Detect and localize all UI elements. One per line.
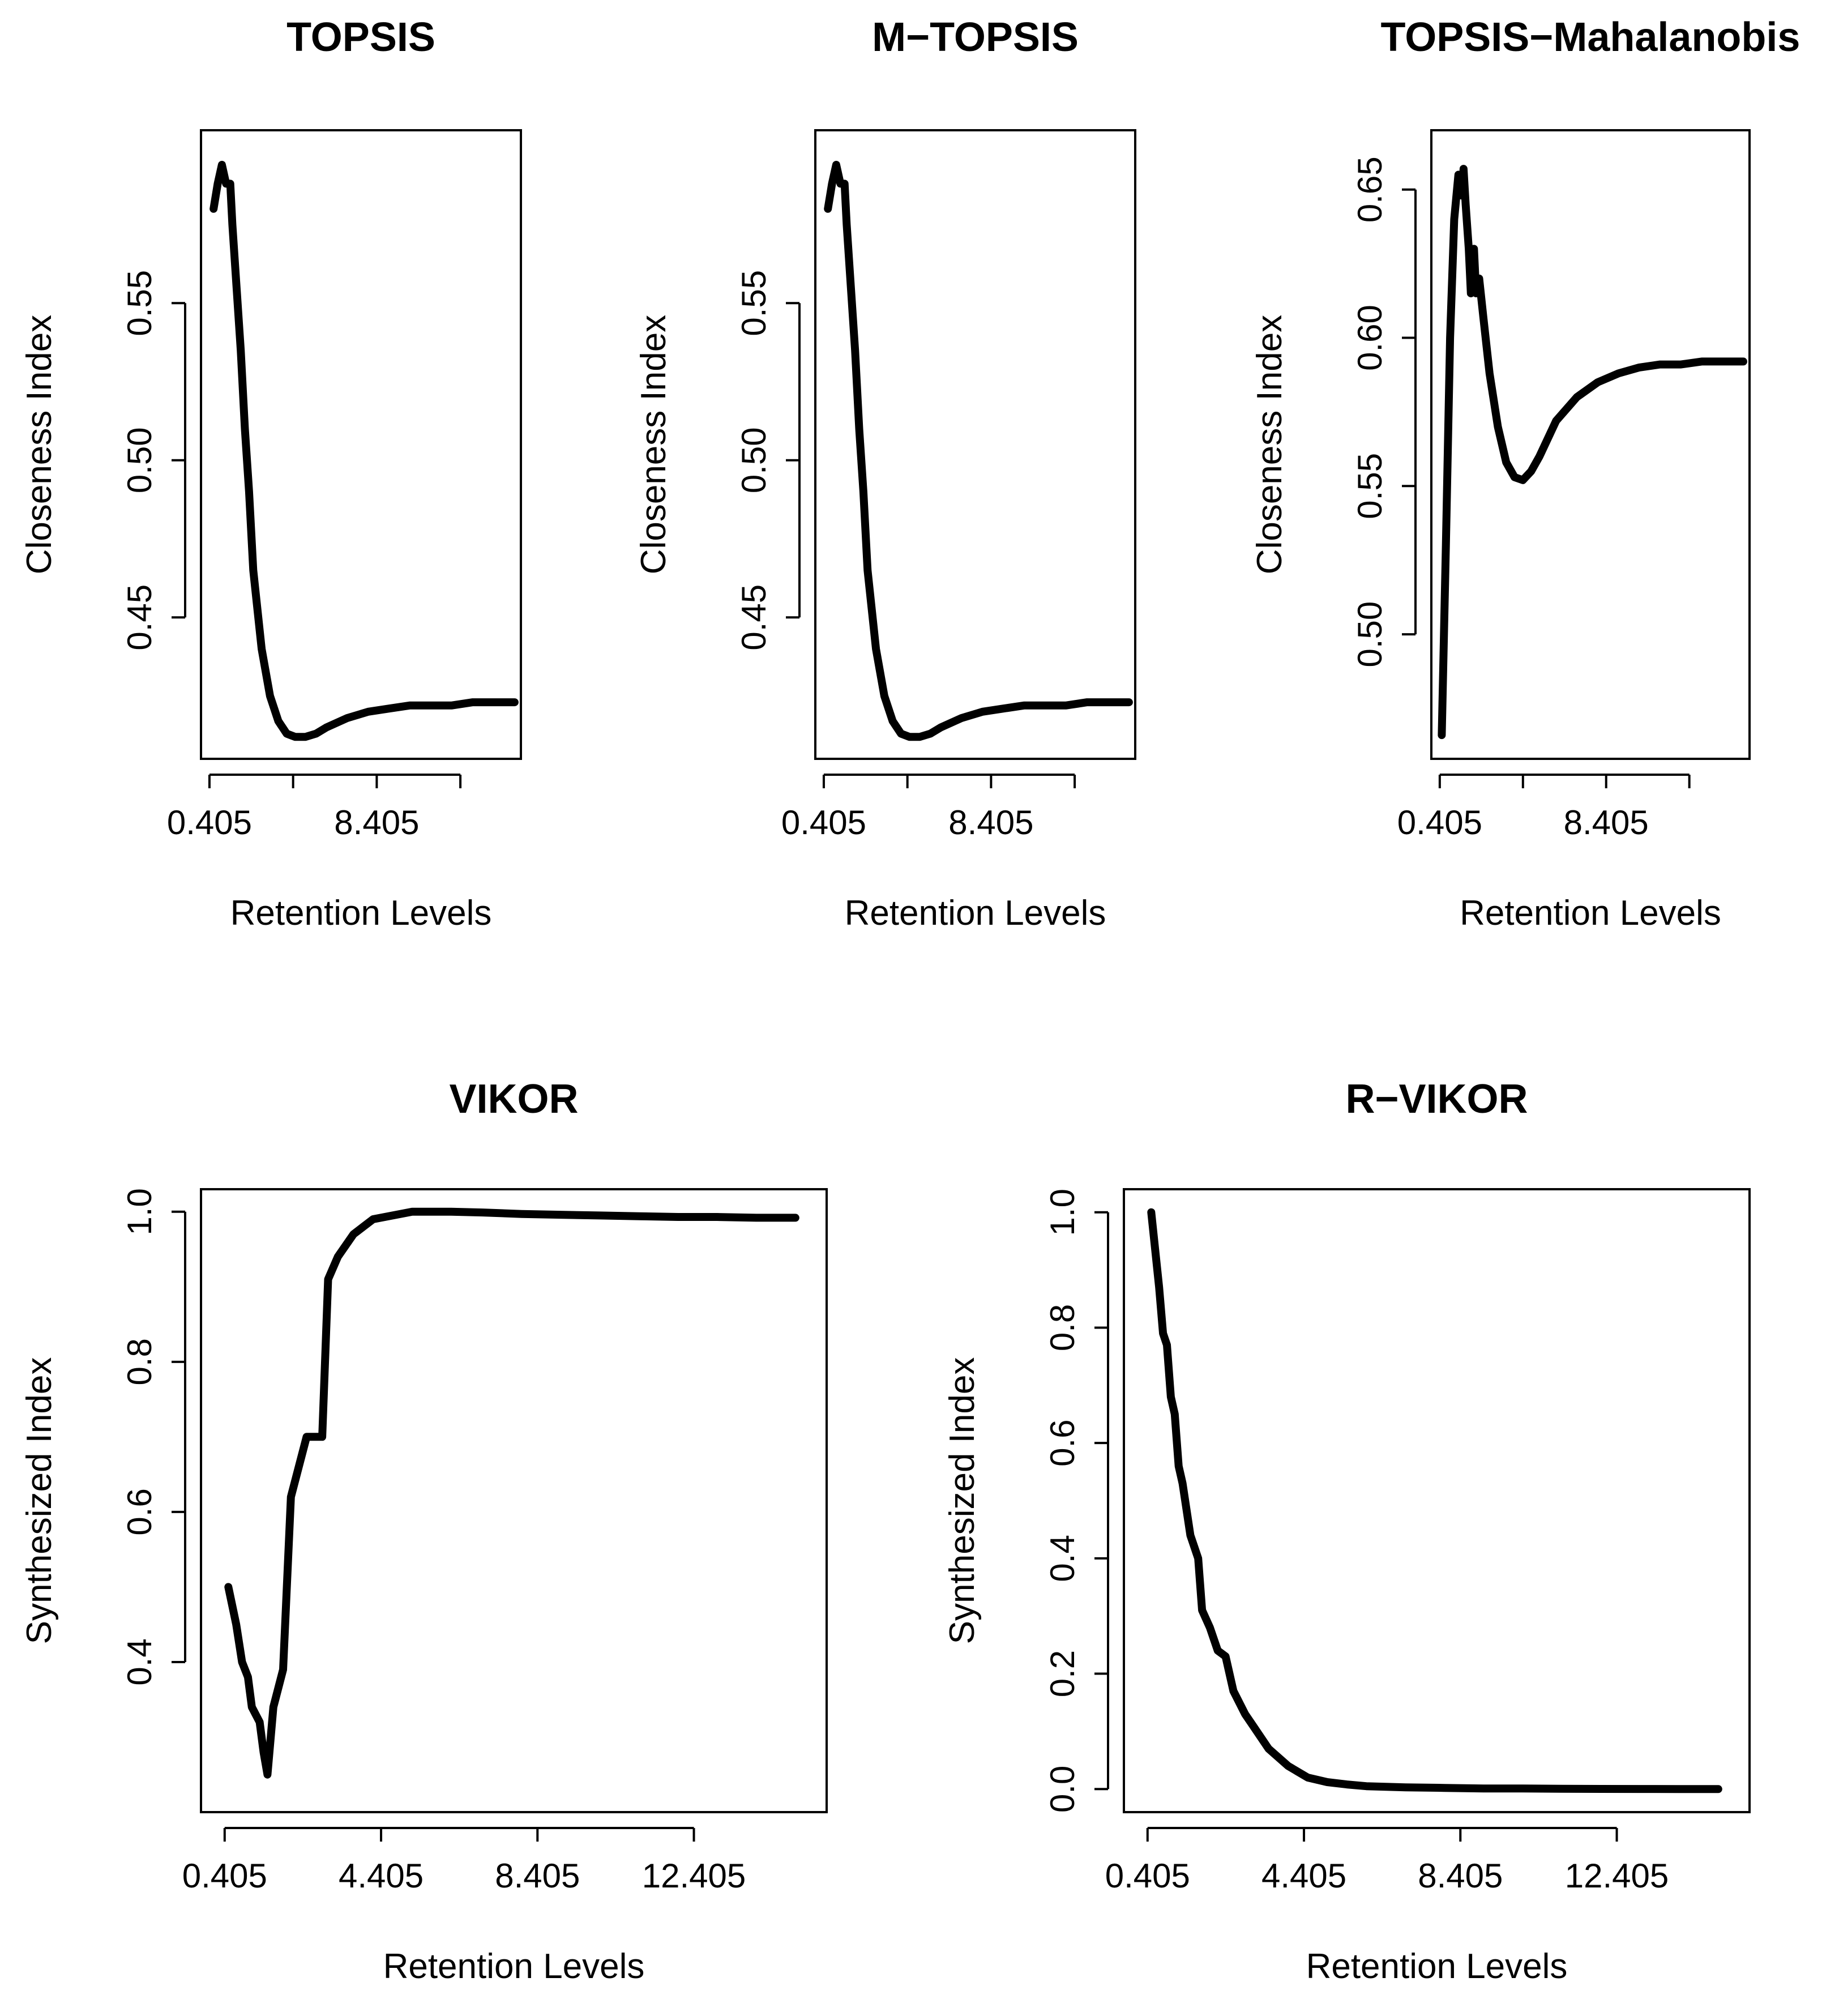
y-tick-label: 0.55 <box>121 270 159 336</box>
x-tick-label: 12.405 <box>642 1857 746 1895</box>
y-tick-label: 0.55 <box>1351 453 1389 519</box>
x-tick-label: 8.405 <box>495 1857 580 1895</box>
x-axis-label: Retention Levels <box>845 894 1106 933</box>
y-tick-label: 1.0 <box>1043 1189 1081 1236</box>
x-tick-label: 0.405 <box>781 804 866 842</box>
panel-topsis-mahalanobis: TOPSIS−Mahalanobis 0.405 8.405 Retention Le… <box>1250 15 1800 933</box>
chart-title: M−TOPSIS <box>872 15 1079 60</box>
plot-frame <box>814 129 1136 760</box>
y-tick-label: 0.0 <box>1043 1766 1081 1813</box>
series-line <box>824 161 1133 741</box>
y-tick-label: 0.50 <box>735 427 773 493</box>
x-tick-label: 8.405 <box>1564 804 1649 842</box>
x-tick-label: 0.405 <box>167 804 252 842</box>
series-line <box>1147 1208 1722 1793</box>
y-tick-label: 0.8 <box>1043 1304 1081 1351</box>
x-tick-label: 4.405 <box>339 1857 424 1895</box>
chart-title: TOPSIS <box>286 15 435 60</box>
y-tick-label: 1.0 <box>121 1188 159 1235</box>
series-line <box>1438 165 1747 740</box>
y-axis-label: Synthesized Index <box>943 1357 982 1645</box>
y-tick-label: 0.4 <box>121 1638 159 1685</box>
x-tick-label: 8.405 <box>1418 1857 1503 1895</box>
y-axis-label: Closeness Index <box>20 315 59 574</box>
y-tick-label: 0.50 <box>121 427 159 493</box>
y-tick-label: 0.6 <box>1043 1419 1081 1466</box>
chart-title: VIKOR <box>449 1077 578 1122</box>
x-axis-label: Retention Levels <box>1306 1947 1568 1986</box>
plot-frame <box>200 1188 828 1813</box>
y-tick-label: 0.50 <box>1351 601 1389 668</box>
x-tick-label: 0.405 <box>182 1857 267 1895</box>
y-tick-label: 0.65 <box>1351 156 1389 223</box>
y-axis-label: Synthesized Index <box>20 1357 59 1645</box>
x-tick-label: 8.405 <box>334 804 419 842</box>
x-tick-label: 0.405 <box>1397 804 1482 842</box>
y-tick-label: 0.2 <box>1043 1650 1081 1697</box>
x-tick-label: 0.405 <box>1105 1857 1190 1895</box>
panel-r-vikor: R−VIKOR 0.405 4.405 8.405 12.405 Retention Le… <box>943 1077 1751 1986</box>
y-tick-label: 0.45 <box>121 584 159 651</box>
y-tick-label: 0.8 <box>121 1338 159 1385</box>
plot-frame <box>200 129 522 760</box>
series-line <box>224 1207 799 1779</box>
x-tick-label: 8.405 <box>948 804 1033 842</box>
x-axis-label: Retention Levels <box>383 1947 645 1986</box>
y-tick-label: 0.4 <box>1043 1535 1081 1582</box>
x-axis-label: Retention Levels <box>1460 894 1721 933</box>
plot-frame <box>1123 1188 1751 1813</box>
y-tick-label: 0.45 <box>735 584 773 651</box>
panel-topsis: TOPSIS 0.405 8.405 Retention Levels 0.45 0.50… <box>20 15 522 933</box>
plot-frame <box>1430 129 1751 760</box>
x-axis-label: Retention Levels <box>230 894 492 933</box>
y-axis-label: Closeness Index <box>634 315 673 574</box>
y-tick-label: 0.6 <box>121 1488 159 1535</box>
panel-m-topsis: M−TOPSIS 0.405 8.405 Retention Levels 0.45 0.… <box>634 15 1136 933</box>
y-axis-label: Closeness Index <box>1250 315 1289 574</box>
panel-vikor: VIKOR 0.405 4.405 8.405 12.405 Retention Leve… <box>20 1077 828 1986</box>
x-tick-label: 12.405 <box>1565 1857 1669 1895</box>
chart-title: TOPSIS−Mahalanobis <box>1381 15 1800 60</box>
x-tick-label: 4.405 <box>1261 1857 1346 1895</box>
chart-title: R−VIKOR <box>1345 1077 1528 1122</box>
y-tick-label: 0.60 <box>1351 305 1389 371</box>
y-tick-label: 0.55 <box>735 270 773 336</box>
series-line <box>209 161 519 741</box>
